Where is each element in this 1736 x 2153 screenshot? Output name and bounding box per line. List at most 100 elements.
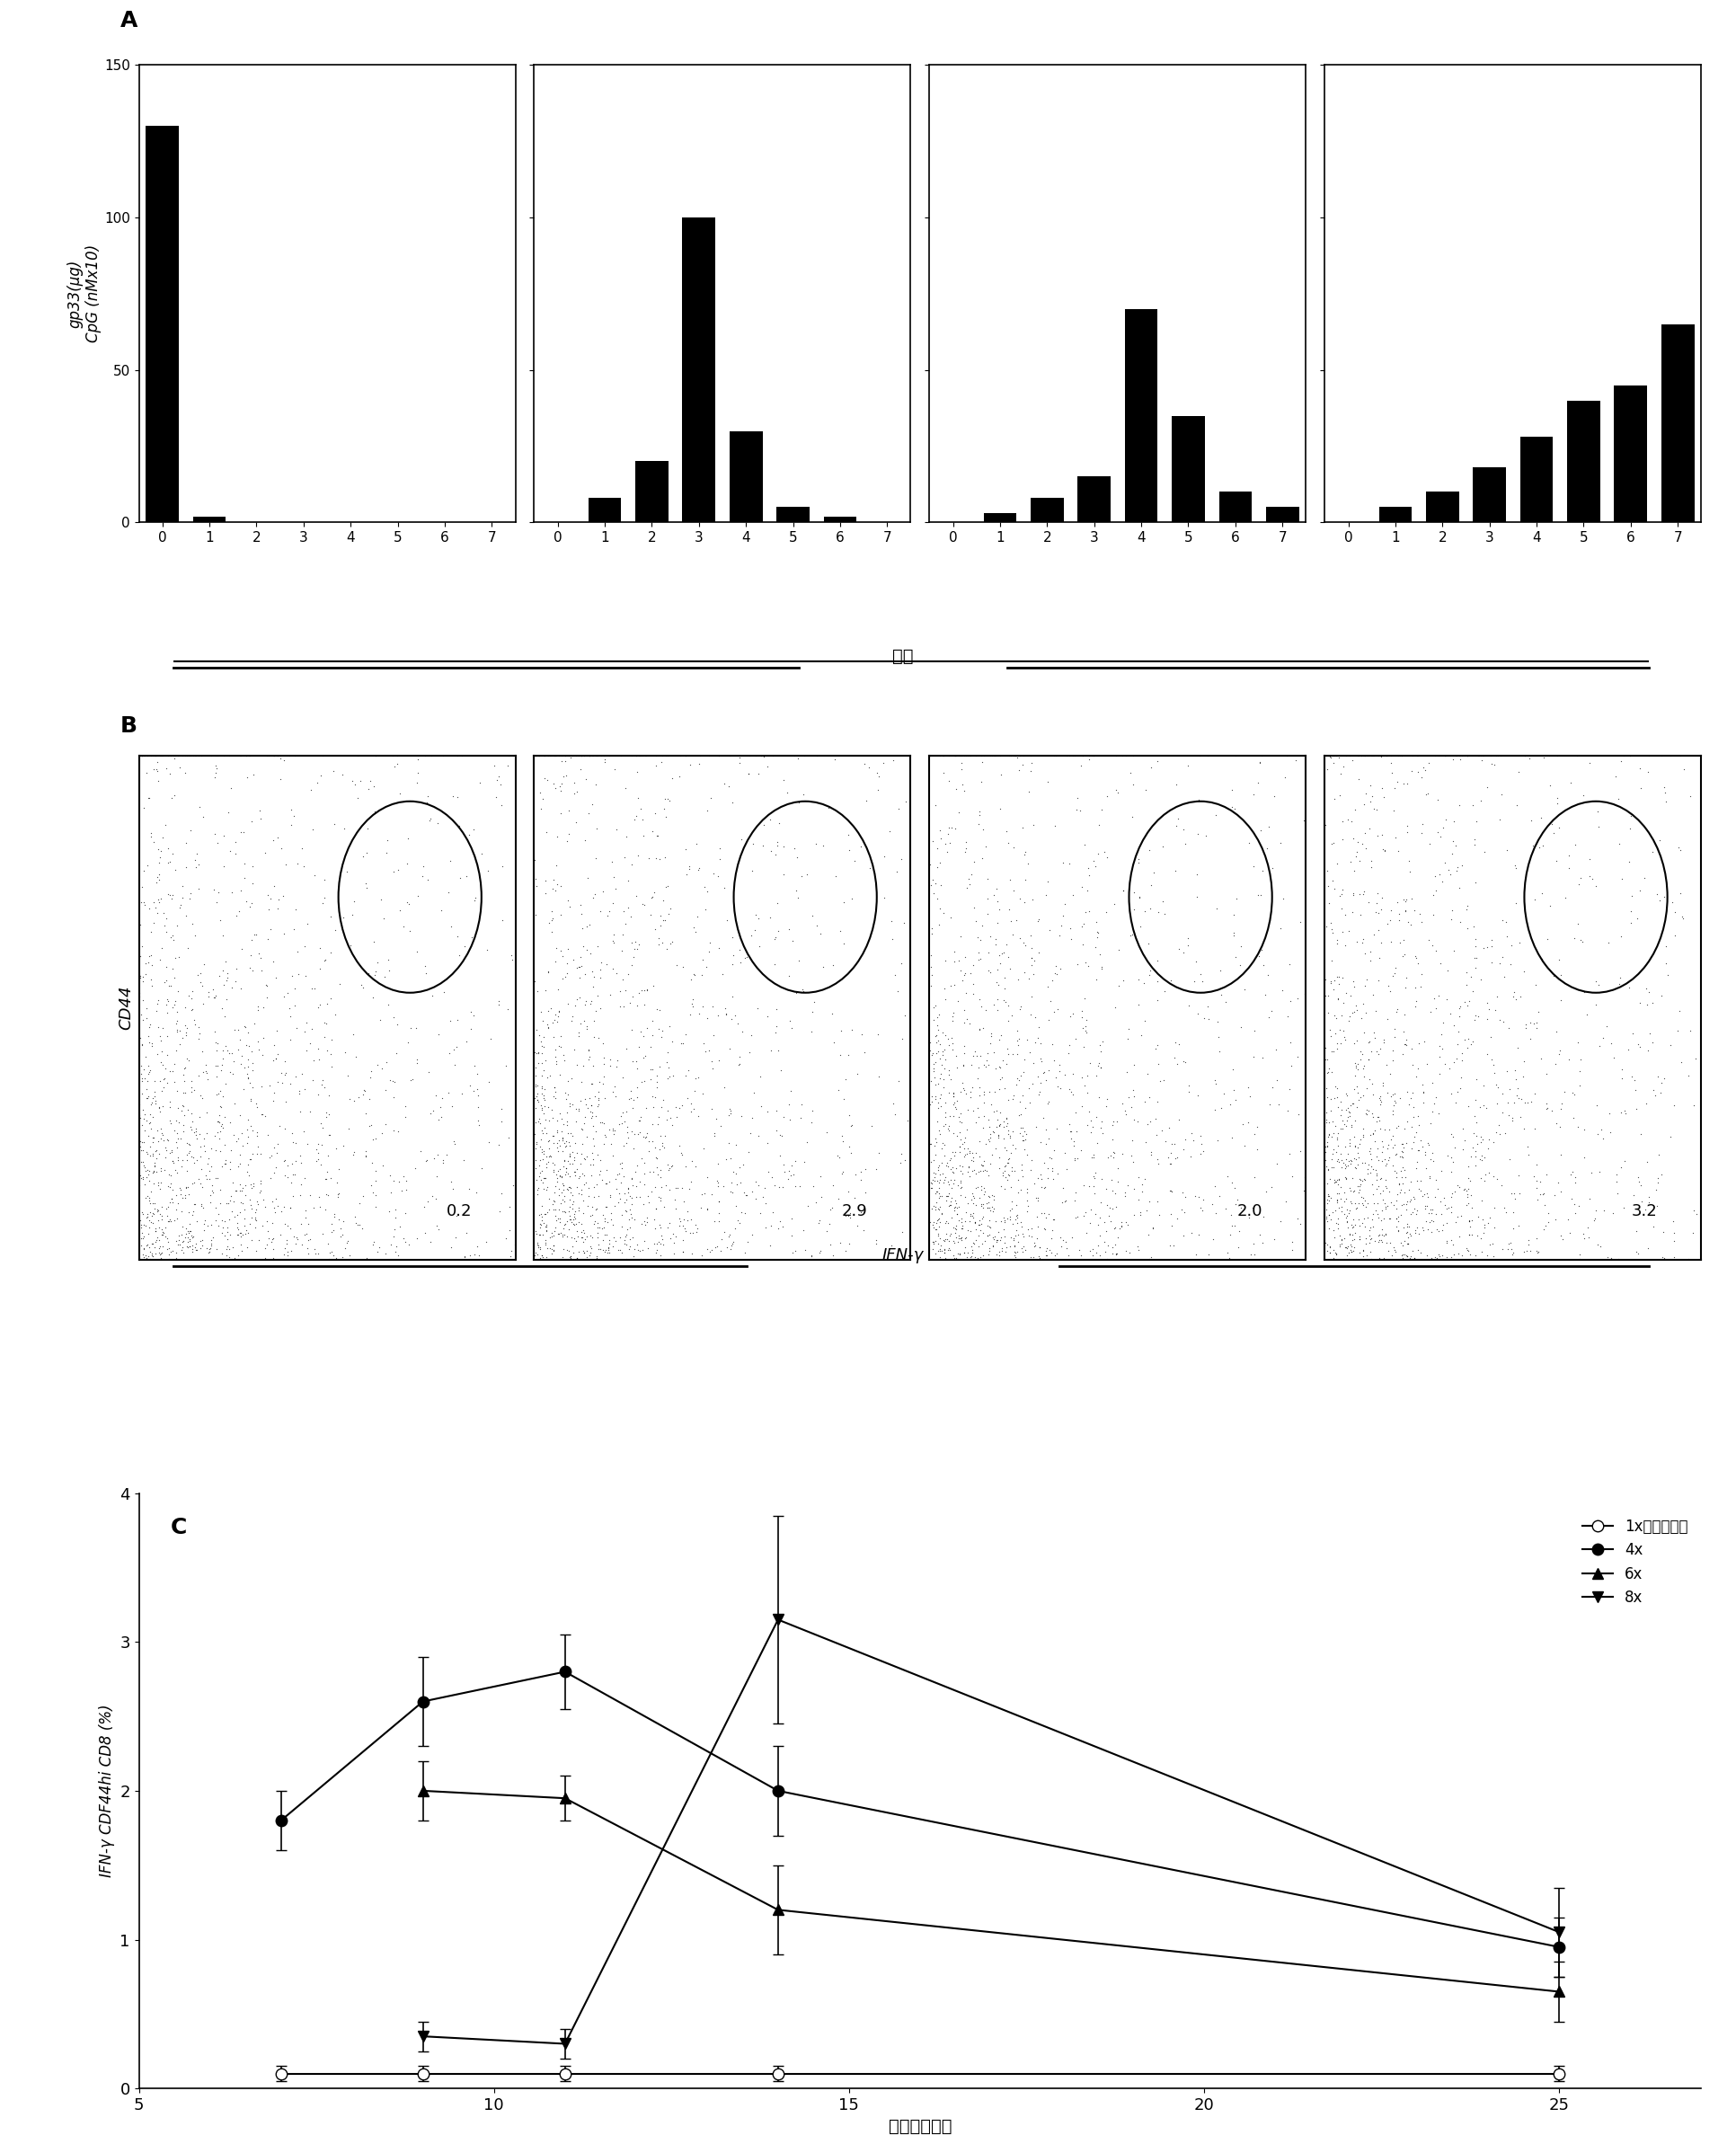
Point [394,846,422,881]
Point [606,1221,634,1255]
Point [181,1229,208,1264]
Point [835,1038,863,1072]
Point [595,1232,623,1266]
Point [248,1038,276,1072]
Point [1425,1040,1453,1074]
Point [540,1184,568,1219]
Point [965,1208,993,1242]
Point [538,902,566,937]
Point [382,1199,410,1234]
Point [363,945,391,980]
Point [616,986,644,1021]
Point [1356,1156,1384,1191]
Point [562,1126,590,1160]
Point [1120,1079,1147,1113]
Point [234,1148,262,1182]
Point [1559,1076,1587,1111]
Point [957,1074,984,1109]
Point [1088,1104,1116,1139]
Point [540,738,568,773]
Point [1599,1197,1627,1232]
Point [941,1191,969,1225]
Point [1358,1033,1385,1068]
Point [545,1201,573,1236]
Point [236,1188,264,1223]
Point [208,1216,236,1251]
Point [146,1154,174,1188]
Point [1387,1139,1415,1173]
Point [1147,1113,1175,1148]
Point [573,1120,601,1154]
Point [526,1232,554,1266]
Point [1540,958,1568,993]
Bar [1266,508,1299,523]
Point [724,1046,752,1081]
Point [1389,1036,1417,1070]
Point [917,1126,944,1160]
Point [576,1199,604,1234]
Point [806,1236,833,1270]
Point [802,827,830,861]
Point [1446,788,1474,822]
Point [269,1238,297,1272]
Point [1552,881,1580,915]
Point [1512,1008,1540,1042]
Point [286,1094,314,1128]
Point [1611,1143,1639,1178]
Point [189,986,217,1021]
Point [646,1208,674,1242]
Point [460,883,488,917]
Point [979,1221,1007,1255]
Point [354,956,382,990]
Point [746,1059,774,1094]
Point [1404,1234,1432,1268]
Point [1219,1053,1246,1087]
Point [896,982,924,1016]
Point [130,887,158,921]
Point [776,913,804,947]
Point [1687,1044,1715,1079]
Point [981,1051,1009,1085]
Point [936,1188,963,1223]
Point [1029,1145,1057,1180]
Point [135,1010,163,1044]
Point [970,1046,998,1081]
Point [1359,1210,1387,1244]
Point [1373,1076,1401,1111]
Point [1644,876,1672,911]
Point [925,1117,953,1152]
Point [1012,1092,1040,1126]
Point [979,1227,1007,1262]
Point [290,1219,318,1253]
Point [1364,1081,1392,1115]
Point [851,1036,878,1070]
Point [528,792,556,827]
Point [590,1040,618,1074]
Point [1354,1186,1382,1221]
Point [203,1115,231,1150]
Point [1349,1120,1377,1154]
Point [247,1137,274,1171]
Point [1415,1195,1443,1229]
Point [1674,1059,1701,1094]
Point [693,949,720,984]
Point [1340,1128,1368,1163]
Point [1330,1014,1358,1049]
Point [988,1234,1016,1268]
Point [366,1003,394,1038]
Point [146,1137,174,1171]
Point [319,1199,347,1234]
Point [165,738,193,773]
Point [620,1201,648,1236]
Point [128,1216,156,1251]
Point [156,738,184,773]
Point [380,855,408,889]
Point [259,822,286,857]
Point [1137,1240,1165,1275]
Point [1675,779,1703,814]
Point [1094,1227,1121,1262]
Point [950,1139,977,1173]
Point [920,1242,948,1277]
Point [1292,893,1319,928]
Point [1055,1107,1083,1141]
